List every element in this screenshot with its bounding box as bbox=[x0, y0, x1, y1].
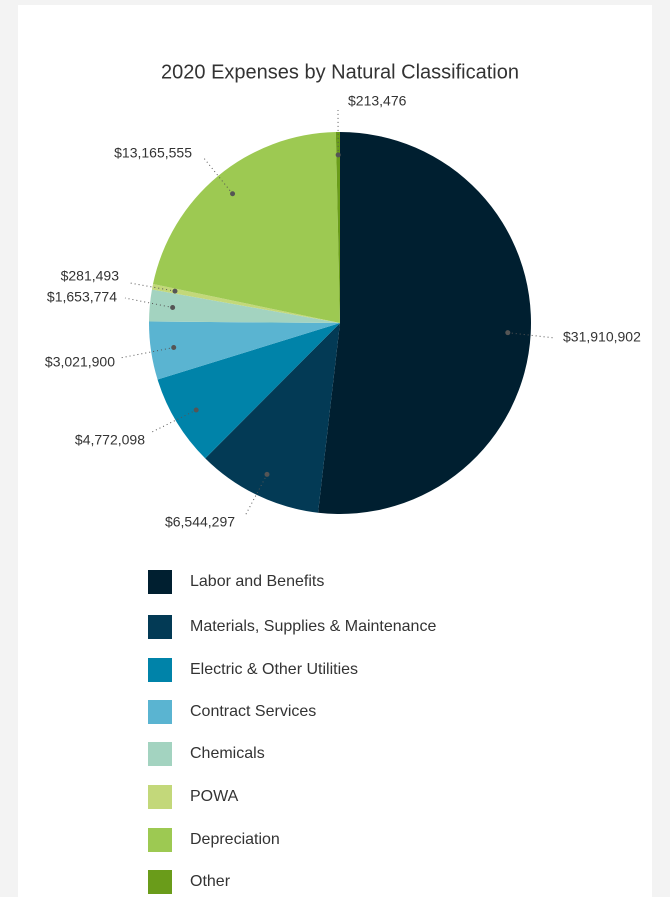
chart-title: 2020 Expenses by Natural Classification bbox=[161, 61, 519, 83]
legend-swatch bbox=[148, 615, 172, 639]
pie-slice bbox=[151, 284, 340, 323]
leader-dot bbox=[264, 471, 270, 477]
legend-swatch bbox=[148, 658, 172, 682]
legend-label: POWA bbox=[190, 788, 239, 805]
legend-label: Depreciation bbox=[190, 831, 280, 848]
leader-dot bbox=[230, 191, 236, 197]
data-label: $6,544,297 bbox=[165, 514, 235, 530]
leader-line bbox=[149, 409, 197, 434]
data-label: $281,493 bbox=[61, 268, 120, 284]
legend-label: Chemicals bbox=[190, 745, 265, 762]
data-label: $3,021,900 bbox=[45, 354, 115, 370]
leader-dot bbox=[335, 152, 341, 158]
data-label: $31,910,902 bbox=[563, 329, 641, 345]
leader-dot bbox=[170, 305, 176, 311]
pie-slice bbox=[157, 323, 340, 459]
pie-slice bbox=[318, 132, 531, 514]
legend-swatch bbox=[148, 785, 172, 809]
legend-label: Materials, Supplies & Maintenance bbox=[190, 618, 436, 635]
leader-dot bbox=[171, 345, 177, 351]
legend-label: Labor and Benefits bbox=[190, 573, 324, 590]
leader-dot bbox=[505, 330, 511, 336]
pie-slice bbox=[335, 132, 340, 323]
pie-slice bbox=[149, 289, 340, 323]
pie-slice bbox=[149, 321, 340, 380]
leader-dot bbox=[193, 407, 199, 413]
legend-label: Electric & Other Utilities bbox=[190, 661, 358, 678]
data-label: $13,165,555 bbox=[114, 145, 192, 161]
data-label: $1,653,774 bbox=[47, 289, 117, 305]
legend-swatch bbox=[148, 870, 172, 894]
pie-slice bbox=[205, 323, 340, 513]
legend-swatch bbox=[148, 700, 172, 724]
legend-label: Other bbox=[190, 873, 231, 890]
leader-line bbox=[124, 297, 173, 309]
data-label: $213,476 bbox=[348, 93, 407, 109]
leader-dot bbox=[172, 288, 178, 294]
data-label: $4,772,098 bbox=[75, 432, 145, 448]
legend-swatch bbox=[148, 742, 172, 766]
legend-swatch bbox=[148, 828, 172, 852]
legend-label: Contract Services bbox=[190, 703, 316, 720]
legend-swatch bbox=[148, 570, 172, 594]
pie-slice bbox=[153, 132, 340, 323]
